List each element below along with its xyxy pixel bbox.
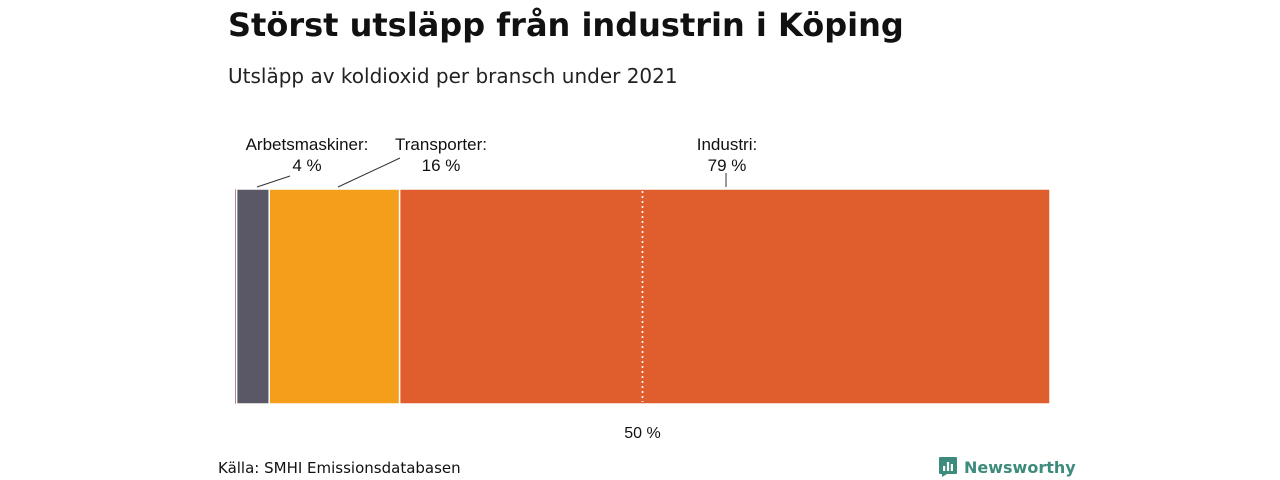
stacked-bar-chart: Arbetsmaskiner: 4 % Transporter: 16 % Indust… (234, 135, 1051, 442)
annotation-value-transporter: 16 % (422, 156, 461, 175)
brand-name: Newsworthy (964, 457, 1076, 477)
annotation-label-industri: Industri: (697, 135, 757, 154)
newsworthy-icon (939, 457, 957, 477)
annotation-label-transporter: Transporter: (395, 135, 487, 154)
newsworthy-logo: Newsworthy (938, 456, 1076, 478)
bar-transporter (268, 188, 401, 405)
annotation-value-industri: 79 % (708, 156, 747, 175)
chart-subtitle: Utsläpp av koldioxid per bransch under 2… (228, 64, 678, 88)
leader-line-transporter (337, 157, 401, 188)
tick-label-50: 50 % (624, 425, 660, 442)
bar-industri (398, 188, 1051, 405)
bar-arbetsmaskiner (235, 188, 270, 405)
bar-segments (234, 188, 1051, 405)
source-note: Källa: SMHI Emissionsdatabasen (218, 459, 461, 477)
annotation-label-arbetsmaskiner: Arbetsmaskiner: (246, 135, 369, 154)
leader-line-arbetsmaskiner (256, 175, 291, 188)
annotation-value-arbetsmaskiner: 4 % (292, 156, 321, 175)
segment-annotations: Arbetsmaskiner: 4 % Transporter: 16 % Indust… (246, 135, 757, 188)
chart-title: Störst utsläpp från industrin i Köping (228, 6, 904, 44)
